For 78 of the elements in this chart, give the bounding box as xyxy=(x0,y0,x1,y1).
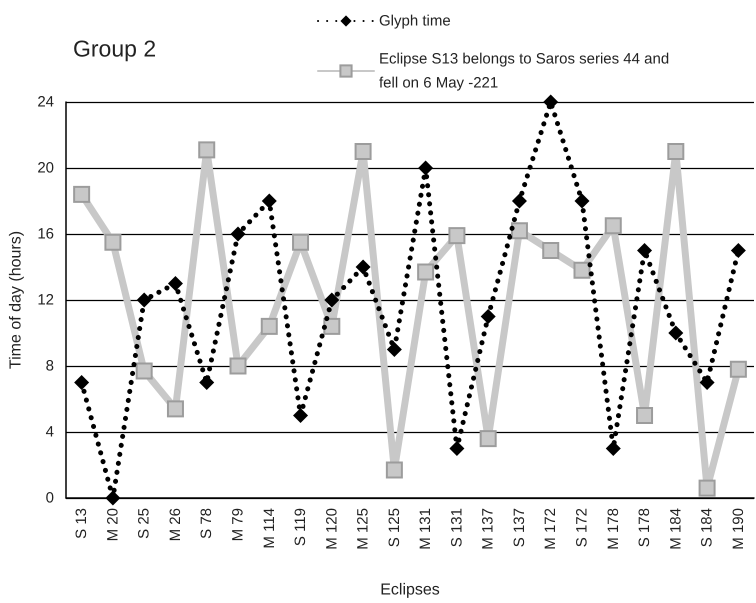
x-tick-label: S 172 xyxy=(574,508,590,548)
point xyxy=(449,441,464,456)
point xyxy=(230,358,246,374)
point xyxy=(636,407,654,424)
point xyxy=(448,227,466,244)
y-tick-label: 16 xyxy=(37,226,54,242)
y-axis-title: Time of day (hours) xyxy=(8,230,24,370)
x-tick-label: M 125 xyxy=(354,508,372,550)
y-tick-label: 0 xyxy=(46,490,54,506)
point xyxy=(574,262,590,279)
x-tick-label: S 184 xyxy=(698,508,716,548)
point xyxy=(512,194,527,208)
point xyxy=(73,186,90,203)
point xyxy=(104,234,122,251)
legend-label: Glyph time xyxy=(379,12,451,30)
point xyxy=(136,362,153,380)
point xyxy=(637,243,652,258)
point xyxy=(510,222,528,240)
x-tick-label: S 78 xyxy=(198,508,216,539)
x-tick-label: M 178 xyxy=(604,508,622,550)
point xyxy=(574,194,590,208)
point xyxy=(386,461,403,478)
point xyxy=(668,326,684,340)
x-tick-label: M 137 xyxy=(480,508,497,550)
point xyxy=(542,242,560,259)
chart-title: Group 2 xyxy=(73,36,156,62)
x-tick-label: M 120 xyxy=(323,508,340,550)
x-axis-title: Eclipses xyxy=(380,582,440,598)
x-tick-label: S 125 xyxy=(386,508,403,548)
y-tick-label: 20 xyxy=(37,160,54,176)
point xyxy=(324,292,340,308)
y-tick-label: 24 xyxy=(37,94,54,110)
x-tick-label: M 172 xyxy=(542,508,560,550)
point xyxy=(667,143,684,160)
point xyxy=(262,194,277,208)
x-tick-label: S 119 xyxy=(292,508,310,546)
point xyxy=(230,226,246,242)
x-tick-label: S 25 xyxy=(136,508,153,539)
point xyxy=(166,400,184,418)
x-tick-label: S 13 xyxy=(73,508,90,539)
point xyxy=(386,342,402,357)
x-tick-label: S 178 xyxy=(636,508,654,548)
y-tick-label: 8 xyxy=(46,358,54,374)
point xyxy=(604,217,622,234)
x-tick-label: M 184 xyxy=(667,508,684,550)
point xyxy=(136,292,152,308)
point xyxy=(74,375,90,390)
point xyxy=(323,318,340,335)
point xyxy=(730,243,746,258)
point xyxy=(730,360,747,378)
point xyxy=(543,94,558,110)
x-tick-label: M 79 xyxy=(230,508,246,542)
y-tick-label: 12 xyxy=(37,292,54,308)
point xyxy=(480,430,497,448)
point xyxy=(418,160,434,176)
y-tick-label: 4 xyxy=(46,424,54,440)
point xyxy=(606,441,621,456)
point xyxy=(417,263,434,280)
x-tick-label: M 114 xyxy=(260,508,278,549)
point xyxy=(480,309,496,324)
x-tick-label: M 190 xyxy=(730,508,747,550)
legend-label: Eclipse S13 belongs to Saros series 44 and fell on 6 May -221 xyxy=(379,50,674,92)
x-tick-label: M 26 xyxy=(166,508,184,542)
point xyxy=(105,490,120,506)
point xyxy=(199,375,214,390)
x-tick-label: M 20 xyxy=(104,508,122,542)
x-tick-label: M 131 xyxy=(417,508,434,550)
point xyxy=(293,408,308,423)
point xyxy=(356,260,371,274)
x-tick-label: S 131 xyxy=(448,508,466,548)
point xyxy=(354,143,372,160)
point xyxy=(198,141,216,158)
point xyxy=(700,375,715,390)
point xyxy=(168,276,183,291)
x-tick-label: S 137 xyxy=(510,508,528,548)
point xyxy=(292,234,310,251)
point xyxy=(698,480,716,497)
point xyxy=(260,318,278,335)
